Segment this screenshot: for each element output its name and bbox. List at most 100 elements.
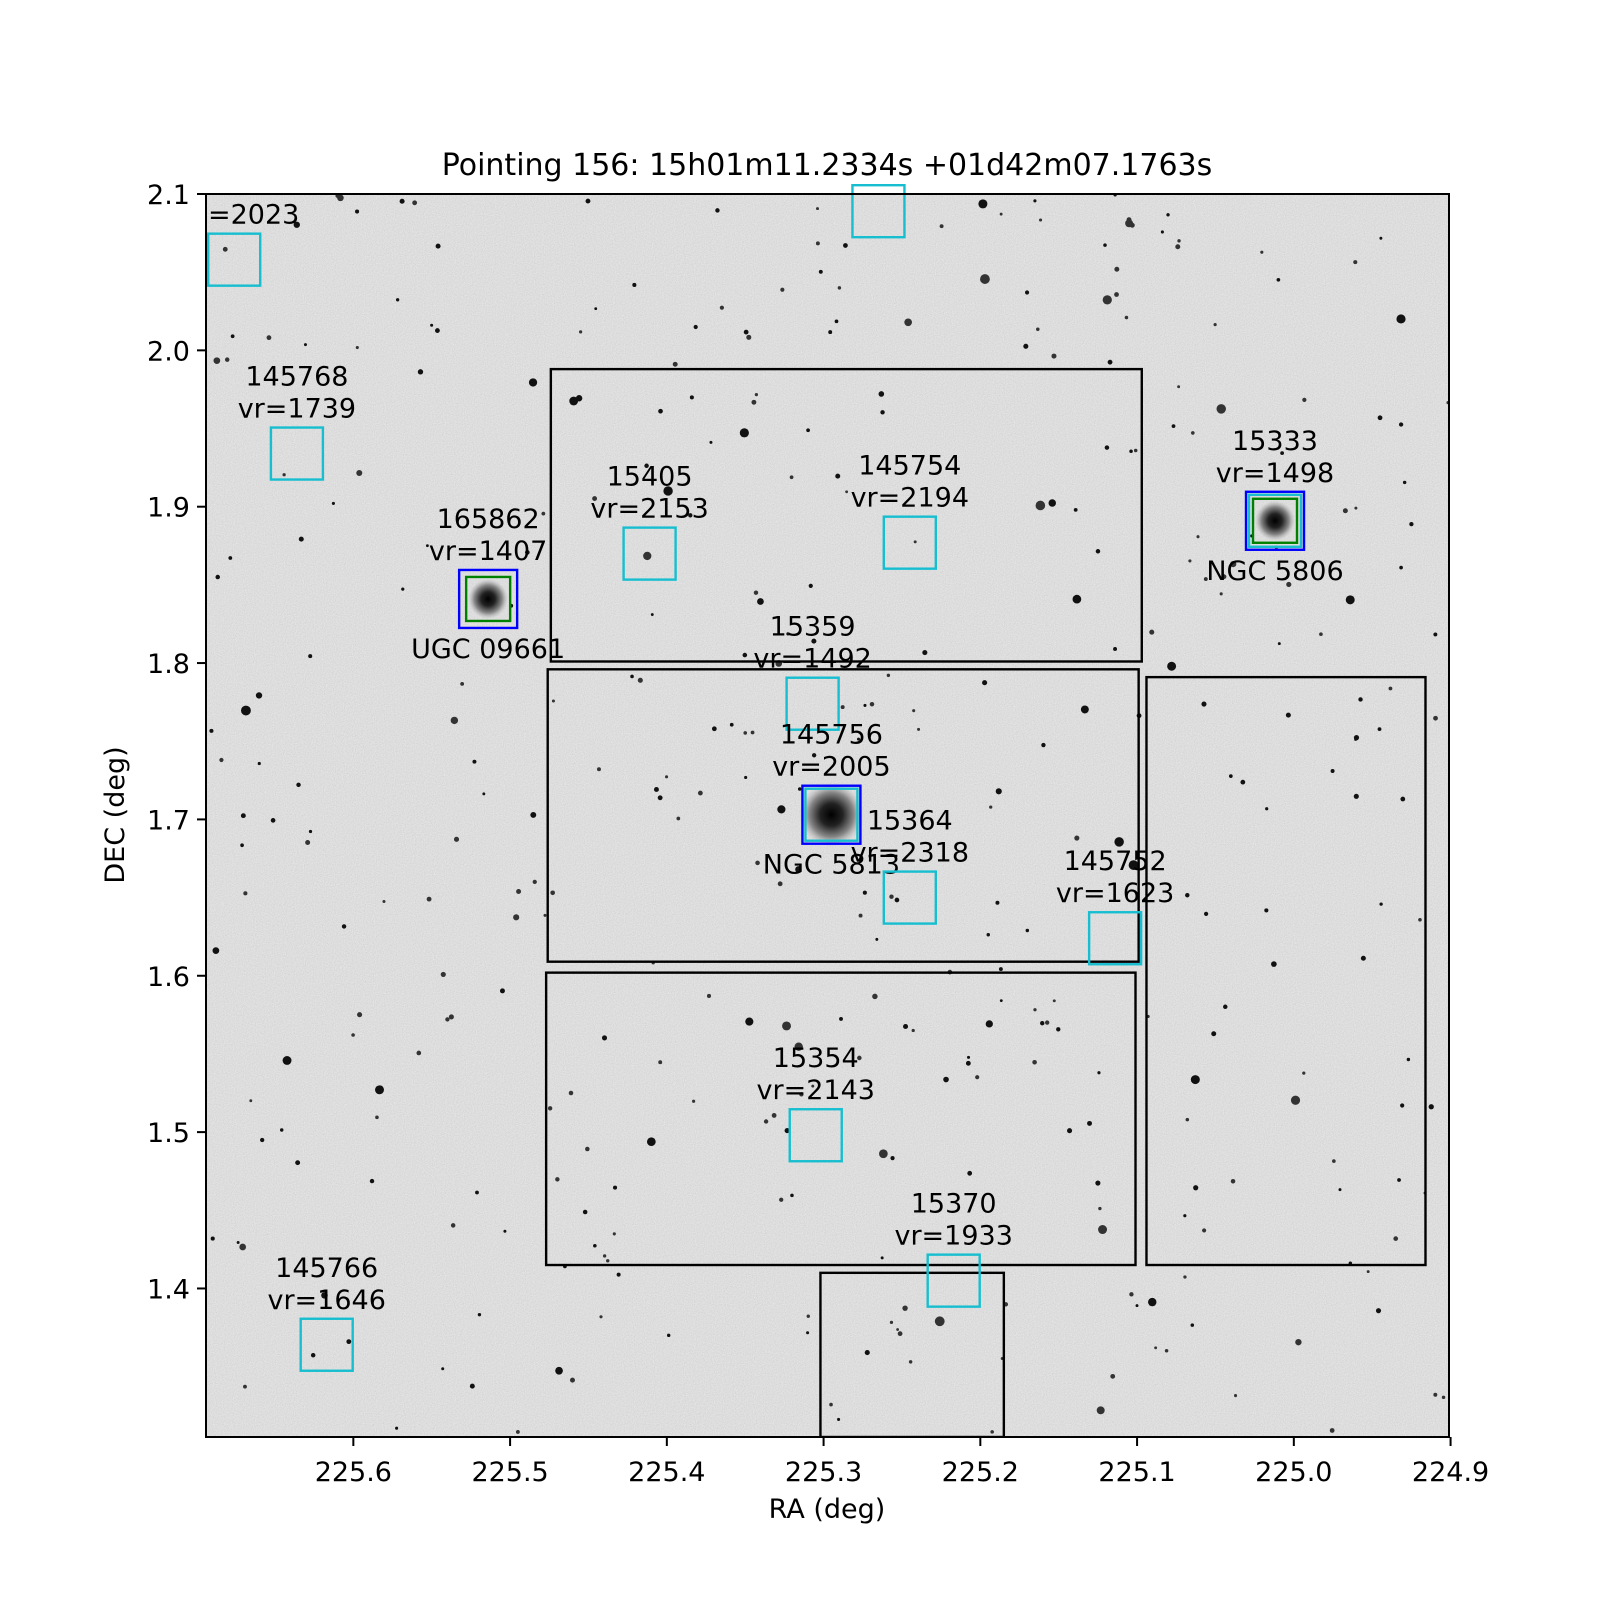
- star: [965, 1060, 971, 1066]
- star: [978, 199, 988, 209]
- star: [579, 330, 583, 334]
- star: [863, 703, 867, 707]
- star: [864, 1350, 870, 1356]
- star-field: [209, 194, 1449, 1434]
- star: [1149, 629, 1155, 635]
- star: [1228, 774, 1233, 778]
- star: [1203, 577, 1208, 581]
- star: [382, 899, 386, 904]
- star: [1358, 697, 1363, 702]
- star: [1388, 686, 1393, 691]
- star: [1171, 424, 1176, 428]
- star: [658, 408, 663, 414]
- star: [1375, 1308, 1382, 1314]
- y-tick-label: 2.1: [147, 180, 190, 211]
- source-marker: 15405 vr=2153: [590, 462, 709, 581]
- star: [995, 788, 1002, 795]
- star: [754, 393, 758, 397]
- source-box: [622, 526, 677, 581]
- star: [1114, 292, 1119, 297]
- star: [1428, 1104, 1434, 1110]
- star: [209, 728, 214, 733]
- star: [279, 1128, 284, 1132]
- star: [857, 737, 861, 741]
- star: [399, 198, 405, 204]
- star: [1102, 295, 1112, 305]
- star: [1418, 917, 1422, 922]
- star: [1133, 448, 1138, 453]
- source-box: [851, 183, 906, 239]
- star: [425, 544, 429, 548]
- star: [335, 194, 340, 198]
- star: [786, 632, 790, 636]
- star: [744, 775, 748, 780]
- star: [224, 357, 230, 362]
- star: [331, 501, 335, 505]
- star: [1177, 385, 1181, 389]
- star: [440, 971, 446, 977]
- star: [643, 551, 652, 561]
- star: [632, 282, 637, 287]
- star: [1129, 1292, 1134, 1297]
- star: [751, 399, 757, 405]
- star: [1277, 642, 1281, 646]
- star: [210, 1236, 215, 1241]
- star: [228, 556, 233, 560]
- star: [989, 805, 993, 809]
- star: [1095, 549, 1101, 554]
- star: [441, 1367, 445, 1371]
- y-tick-label: 1.9: [147, 493, 190, 524]
- star: [375, 1115, 379, 1120]
- star: [1276, 277, 1281, 282]
- star: [230, 334, 235, 339]
- star: [806, 1331, 810, 1335]
- star: [282, 1056, 292, 1065]
- star: [1302, 397, 1307, 402]
- star: [745, 1017, 754, 1026]
- star: [999, 999, 1003, 1003]
- star: [1203, 911, 1209, 917]
- sources: =2023 145768 vr=1739 15405 vr=2153 145754 vr=2…: [207, 183, 1344, 1372]
- y-tick-label: 2.0: [147, 336, 190, 367]
- star: [1114, 266, 1120, 272]
- source-box: [926, 1253, 981, 1308]
- star: [939, 224, 944, 229]
- star: [1213, 322, 1217, 327]
- star: [222, 246, 228, 252]
- star: [990, 1430, 994, 1434]
- galaxy-image: [799, 782, 864, 847]
- source-label: 165862 vr=1407: [429, 504, 547, 567]
- star: [592, 496, 598, 502]
- source-box: [804, 787, 859, 842]
- star: [1032, 1059, 1037, 1065]
- star: [351, 1033, 355, 1037]
- star: [240, 813, 246, 819]
- galaxy-name-label: NGC 5806: [1206, 556, 1343, 587]
- star: [995, 900, 1000, 905]
- match-inner-box: [464, 575, 512, 623]
- star: [794, 1042, 803, 1051]
- star: [975, 1075, 980, 1080]
- star: [663, 486, 673, 496]
- source-box: [1247, 493, 1303, 548]
- source-box: [207, 232, 262, 287]
- source-label: 15354 vr=2143: [757, 1043, 875, 1106]
- star: [472, 759, 477, 764]
- source-marker: 145766 vr=1646: [267, 1253, 386, 1372]
- star: [811, 1084, 815, 1088]
- star: [1051, 353, 1057, 359]
- source-marker: 145768 vr=1739: [238, 362, 356, 481]
- star: [654, 787, 659, 792]
- star: [1080, 705, 1089, 714]
- star: [594, 307, 598, 311]
- x-tick-label: 225.5: [471, 1457, 548, 1488]
- star: [255, 692, 263, 699]
- star: [943, 1076, 949, 1083]
- star: [829, 1402, 833, 1407]
- star: [880, 1256, 884, 1260]
- star: [1073, 508, 1078, 512]
- star: [889, 894, 894, 899]
- star: [1233, 1394, 1238, 1398]
- star: [516, 889, 522, 894]
- star: [1285, 712, 1291, 718]
